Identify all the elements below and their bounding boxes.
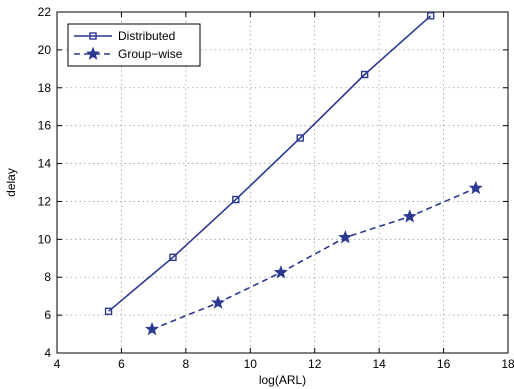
series-line: [108, 15, 432, 312]
star-marker-point: [468, 180, 483, 195]
x-tick-label: 4: [54, 357, 61, 371]
x-tick-label: 6: [118, 357, 125, 371]
axis-ticks: 4 6 8 10 12 14 16 18 4 6 8 10 12 14 16 18 20 22: [38, 5, 514, 371]
y-tick-label: 18: [38, 81, 52, 95]
series-line: [151, 187, 477, 331]
square-marker-point: [426, 12, 435, 20]
series-square: [104, 12, 435, 316]
y-tick-label: 20: [38, 43, 52, 57]
y-tick-label: 10: [38, 232, 52, 246]
series-layer: [104, 12, 483, 336]
legend-items: Distributed Group−wise: [74, 29, 183, 61]
square-marker-point: [360, 70, 369, 79]
grid-lines: [57, 12, 508, 353]
x-tick-label: 12: [308, 357, 322, 371]
legend-marker: [89, 32, 97, 40]
legend-marker: [86, 46, 100, 60]
star-marker-point: [145, 321, 159, 336]
y-tick-label: 14: [38, 157, 52, 171]
star-marker-point: [402, 209, 417, 223]
star-marker-point: [338, 230, 353, 244]
y-tick-label: 8: [44, 270, 51, 284]
x-tick-label: 18: [501, 357, 514, 371]
y-tick-label: 6: [44, 308, 51, 322]
star-marker-point: [211, 295, 226, 309]
y-axis-label: delay: [4, 168, 18, 197]
legend-entry: Group−wise: [118, 47, 183, 61]
series-star: [145, 180, 483, 336]
x-tick-label: 16: [437, 357, 451, 371]
x-axis-label: log(ARL): [259, 373, 306, 387]
x-tick-label: 10: [244, 357, 258, 371]
y-tick-label: 22: [38, 5, 52, 19]
x-tick-label: 14: [372, 357, 386, 371]
y-tick-label: 12: [38, 194, 52, 208]
legend: Distributed Group−wise: [67, 23, 201, 67]
legend-entry: Distributed: [118, 29, 175, 43]
y-tick-label: 16: [38, 119, 52, 133]
y-tick-label: 4: [44, 346, 51, 360]
square-marker-point: [104, 307, 113, 316]
square-marker-point: [232, 195, 240, 204]
plot-frame: [56, 11, 509, 354]
square-marker-point: [296, 134, 304, 142]
x-tick-label: 8: [183, 357, 190, 371]
star-marker-point: [273, 265, 288, 279]
square-marker-point: [169, 253, 177, 262]
